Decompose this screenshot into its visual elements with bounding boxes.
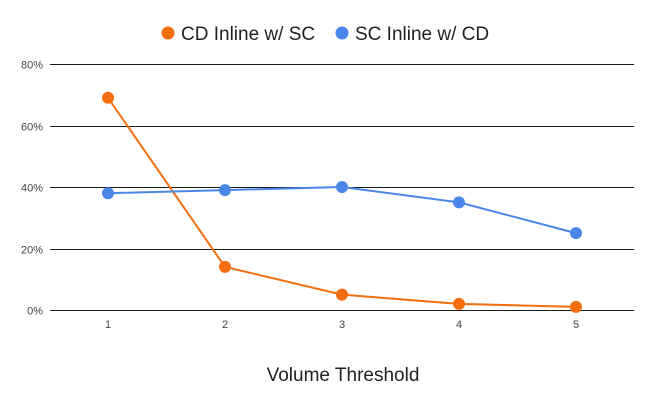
y-tick-label: 60% — [21, 122, 43, 134]
x-tick-label: 1 — [105, 319, 111, 331]
series-line-1 — [107, 97, 577, 308]
data-point-series-1 — [453, 297, 465, 310]
y-axis-ticks: 0% 20% 40% 60% 80% — [21, 60, 43, 318]
x-axis-ticks: 1 2 3 4 5 — [105, 319, 579, 331]
data-point-series-2 — [570, 227, 582, 240]
series-points — [102, 91, 582, 313]
series-line-2 — [107, 186, 577, 235]
data-point-series-2 — [102, 187, 114, 200]
legend: CD Inline w/ SC SC Inline w/ CD — [161, 24, 489, 45]
data-point-series-2 — [453, 196, 465, 209]
data-point-series-1 — [570, 300, 582, 313]
data-point-series-1 — [219, 260, 231, 273]
y-tick-label: 0% — [27, 306, 43, 318]
x-tick-label: 3 — [339, 319, 345, 331]
data-point-series-1 — [102, 91, 114, 104]
legend-marker-sc-inline — [335, 26, 349, 40]
x-axis-title: Volume Threshold — [267, 365, 420, 386]
y-tick-label: 40% — [21, 183, 43, 195]
x-tick-label: 5 — [573, 319, 579, 331]
series-lines — [107, 97, 577, 308]
x-tick-label: 4 — [456, 319, 462, 331]
legend-label-sc-inline: SC Inline w/ CD — [355, 24, 489, 45]
data-point-series-2 — [336, 181, 348, 193]
y-tick-label: 80% — [21, 60, 43, 72]
data-point-series-1 — [336, 288, 348, 301]
x-tick-label: 2 — [222, 319, 228, 331]
data-point-series-2 — [219, 184, 231, 197]
legend-label-cd-inline: CD Inline w/ SC — [181, 24, 315, 45]
legend-marker-cd-inline — [161, 26, 175, 40]
y-tick-label: 20% — [21, 245, 43, 257]
